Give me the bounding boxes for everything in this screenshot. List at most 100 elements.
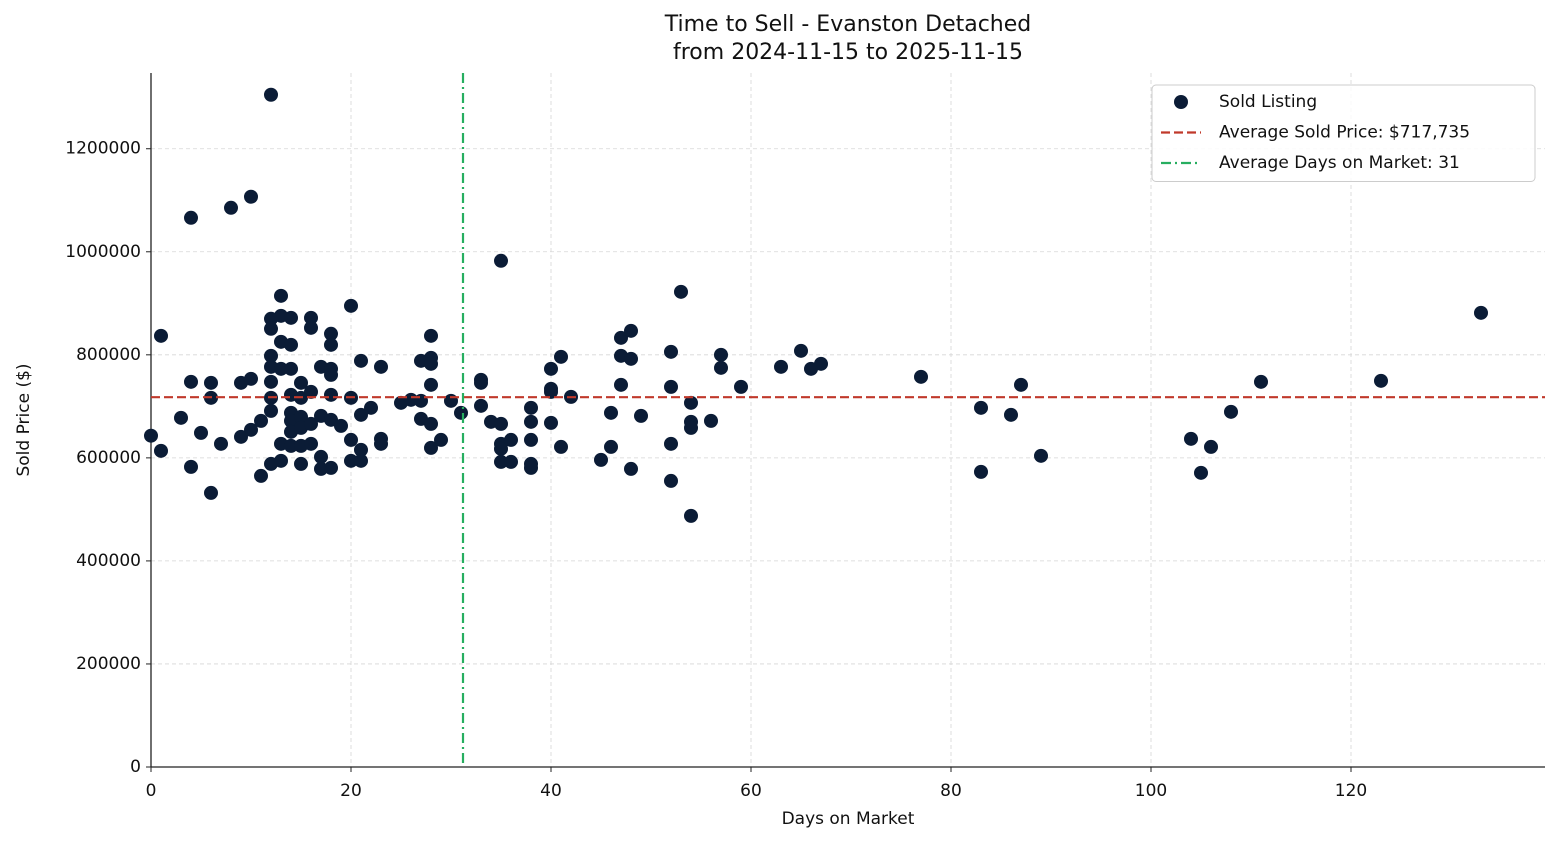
point: [614, 377, 628, 392]
point: [304, 320, 318, 335]
point: [344, 453, 358, 468]
point: [234, 429, 248, 444]
point: [524, 400, 538, 415]
point: [1474, 305, 1488, 320]
point: [414, 393, 428, 408]
point: [264, 87, 278, 102]
point: [224, 200, 238, 215]
point: [274, 453, 288, 468]
point: [554, 439, 568, 454]
point: [474, 375, 488, 390]
point: [324, 367, 338, 382]
y-tick-label: 400000: [76, 551, 141, 571]
point: [274, 361, 288, 376]
point: [274, 288, 288, 303]
point: [324, 460, 338, 475]
point: [304, 384, 318, 399]
point: [664, 436, 678, 451]
point: [374, 359, 388, 374]
point: [444, 393, 458, 408]
point: [494, 454, 508, 469]
point: [454, 405, 468, 420]
point: [264, 403, 278, 418]
point: [604, 439, 618, 454]
point: [524, 414, 538, 429]
point: [1204, 439, 1218, 454]
x-tick-label: 0: [146, 781, 157, 801]
point: [424, 440, 438, 455]
point: [1254, 374, 1268, 389]
point: [734, 379, 748, 394]
point: [214, 436, 228, 451]
point: [284, 361, 298, 376]
point: [794, 343, 808, 358]
point: [284, 310, 298, 325]
x-tick-label: 20: [340, 781, 362, 801]
point: [154, 443, 168, 458]
point: [424, 356, 438, 371]
point: [814, 356, 828, 371]
point: [314, 449, 328, 464]
point: [1034, 448, 1048, 463]
point: [354, 453, 368, 468]
point: [294, 375, 308, 390]
point: [354, 407, 368, 422]
point: [424, 377, 438, 392]
point: [284, 438, 298, 453]
point: [254, 413, 268, 428]
point: [304, 436, 318, 451]
y-tick-label: 0: [130, 757, 141, 777]
point: [344, 432, 358, 447]
x-tick-label: 80: [940, 781, 962, 801]
point: [184, 374, 198, 389]
point: [1184, 431, 1198, 446]
point: [144, 428, 158, 443]
point: [344, 298, 358, 313]
y-tick-label: 1200000: [65, 139, 141, 159]
point: [714, 360, 728, 375]
point: [624, 351, 638, 366]
legend-label: Average Days on Market: 31: [1219, 153, 1460, 173]
point: [284, 337, 298, 352]
point: [504, 432, 518, 447]
point: [424, 328, 438, 343]
point: [634, 408, 648, 423]
point: [594, 452, 608, 467]
point: [554, 349, 568, 364]
point: [1224, 404, 1238, 419]
x-tick-label: 40: [540, 781, 562, 801]
point: [244, 422, 258, 437]
point: [264, 321, 278, 336]
point: [494, 253, 508, 268]
legend: Sold Listing Average Sold Price: $717,735…: [1151, 84, 1536, 182]
point: [334, 418, 348, 433]
point: [544, 384, 558, 399]
legend-label: Sold Listing: [1219, 92, 1317, 112]
point: [684, 395, 698, 410]
point: [254, 468, 268, 483]
point: [184, 210, 198, 225]
y-axis-label: Sold Price ($): [14, 363, 34, 476]
point: [494, 416, 508, 431]
point: [154, 328, 168, 343]
point: [264, 374, 278, 389]
point: [194, 425, 208, 440]
point: [354, 442, 368, 457]
x-tick-label: 60: [740, 781, 762, 801]
point: [174, 410, 188, 425]
point: [704, 413, 718, 428]
point: [684, 420, 698, 435]
point: [974, 400, 988, 415]
point: [244, 371, 258, 386]
point: [434, 432, 448, 447]
legend-box: [1151, 84, 1536, 182]
point: [294, 456, 308, 471]
point: [364, 400, 378, 415]
legend-label: Average Sold Price: $717,735: [1219, 123, 1470, 143]
point: [494, 441, 508, 456]
chart-title: Time to Sell - Evanston Detached: [664, 12, 1032, 37]
point: [204, 375, 218, 390]
point: [774, 359, 788, 374]
point: [294, 409, 308, 424]
